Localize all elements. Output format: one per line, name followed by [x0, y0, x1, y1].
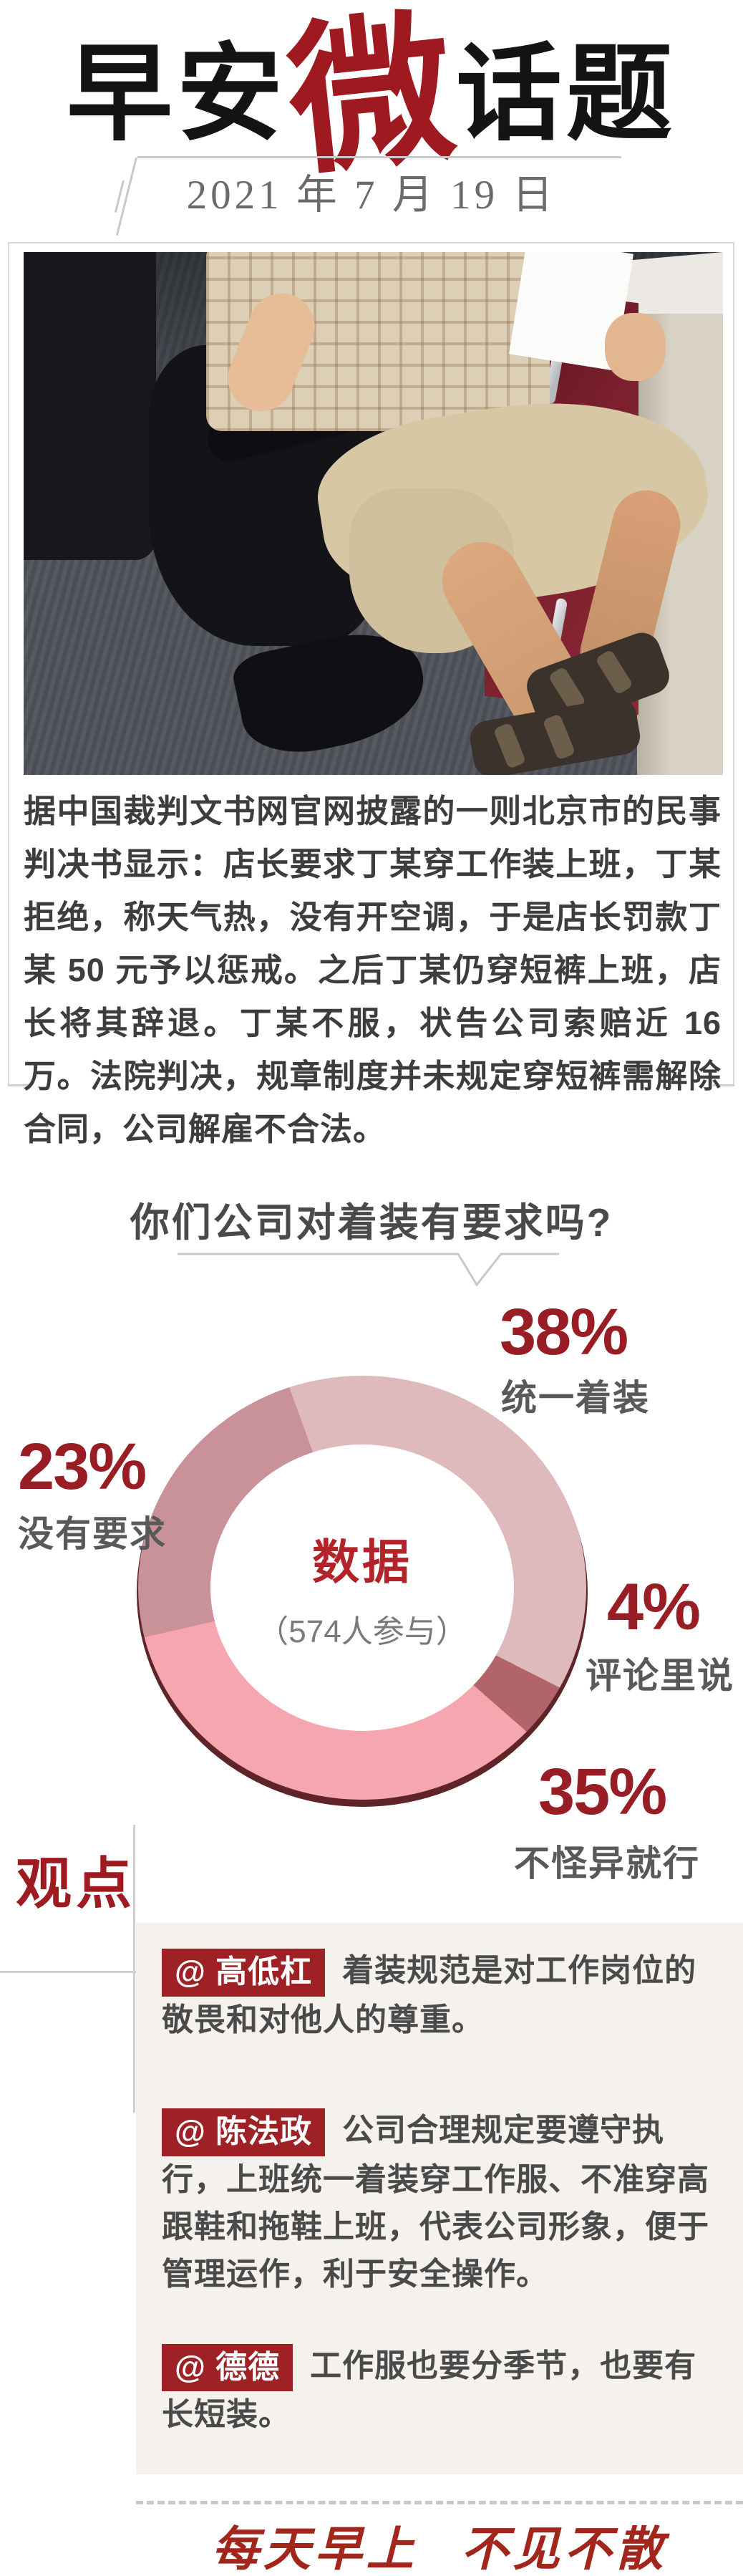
speech-bubble-line — [178, 1253, 559, 1287]
comment-text: 工作服也要分季节，也要有长短装。 — [162, 2348, 697, 2433]
segment-value-not-weird-ok: 35% — [538, 1755, 667, 1828]
news-paragraph: 据中国裁判文书网官网披露的一则北京市的民事判决书显示：店长要求丁某穿工作装上班，… — [24, 793, 722, 1147]
title-accent: 微 — [281, 0, 462, 196]
donut-center: 数据 （574人参与） — [210, 1444, 514, 1731]
frame-right-line — [733, 242, 734, 1086]
page-title: 早安微话题 — [0, 0, 743, 196]
date-label: 2021 年 7 月 19 日 — [186, 173, 557, 218]
opinions-horizontal-divider — [0, 1971, 180, 1973]
segment-value-say-in-comments: 4% — [607, 1571, 701, 1644]
chart-center-title: 数据 — [312, 1535, 412, 1588]
poll-donut-chart: 数据 （574人参与） 38% 统一着装 4% 评论里说 35% 不怪异就行 2… — [0, 1289, 743, 1898]
photo-dark-corner — [24, 252, 156, 560]
poll-question: 你们公司对着装有要求吗? — [130, 1200, 613, 1245]
frame-left-line — [8, 242, 9, 1086]
opinions-section-title: 观点 — [16, 1852, 137, 1915]
segment-value-no-requirement: 23% — [18, 1430, 147, 1503]
comment-handle-badge: @ 德德 — [162, 2343, 293, 2392]
segment-label-uniform-dress: 统一着装 — [501, 1378, 650, 1418]
frame-top-line — [8, 242, 734, 243]
comment-handle-badge: @ 陈法政 — [162, 2108, 326, 2156]
title-left: 早安 — [67, 37, 287, 154]
comment-item: @ 德德 工作服也要分季节，也要有长短装。 — [162, 2343, 722, 2439]
photo-sandal-strap — [595, 649, 634, 695]
segment-label-not-weird-ok: 不怪异就行 — [514, 1843, 700, 1883]
comment-text: 着装规范是对工作岗位的敬畏和对他人的尊重。 — [162, 1953, 697, 2037]
frame-bottom-left-foot — [8, 1084, 29, 1086]
frame-bottom-right-foot — [713, 1084, 734, 1086]
date-underline — [137, 156, 621, 158]
photo-sandal-strap — [492, 722, 527, 769]
title-right: 话题 — [456, 37, 676, 154]
chart-participants-count: （574人参与） — [257, 1614, 467, 1649]
footer-dashed-divider — [136, 2501, 743, 2504]
news-photo-office-worker-in-shorts — [24, 252, 723, 775]
comment-text: 公司合理规定要遵守执行，上班统一着装穿工作服、不准穿高跟鞋和拖鞋上班，代表公司形… — [162, 2112, 709, 2292]
photo-hand — [605, 313, 666, 381]
footer-slogan: 每天早上 不见不散 — [211, 2524, 668, 2576]
comment-handle-badge: @ 高低杠 — [162, 1948, 326, 1997]
segment-label-say-in-comments: 评论里说 — [586, 1656, 734, 1696]
comment-item: @ 陈法政 公司合理规定要遵守执行，上班统一着装穿工作服、不准穿高跟鞋和拖鞋上班，… — [162, 2107, 722, 2298]
segment-value-uniform-dress: 38% — [500, 1296, 628, 1369]
opinions-panel: @ 高低杠 着装规范是对工作岗位的敬畏和对他人的尊重。 @ 陈法政 公司合理规定要遵… — [136, 1923, 743, 2474]
photo-sandal-strap — [542, 713, 576, 761]
comment-item: @ 高低杠 着装规范是对工作岗位的敬畏和对他人的尊重。 — [162, 1947, 722, 2044]
opinions-vertical-divider — [133, 1825, 135, 2113]
segment-label-no-requirement: 没有要求 — [18, 1514, 167, 1554]
